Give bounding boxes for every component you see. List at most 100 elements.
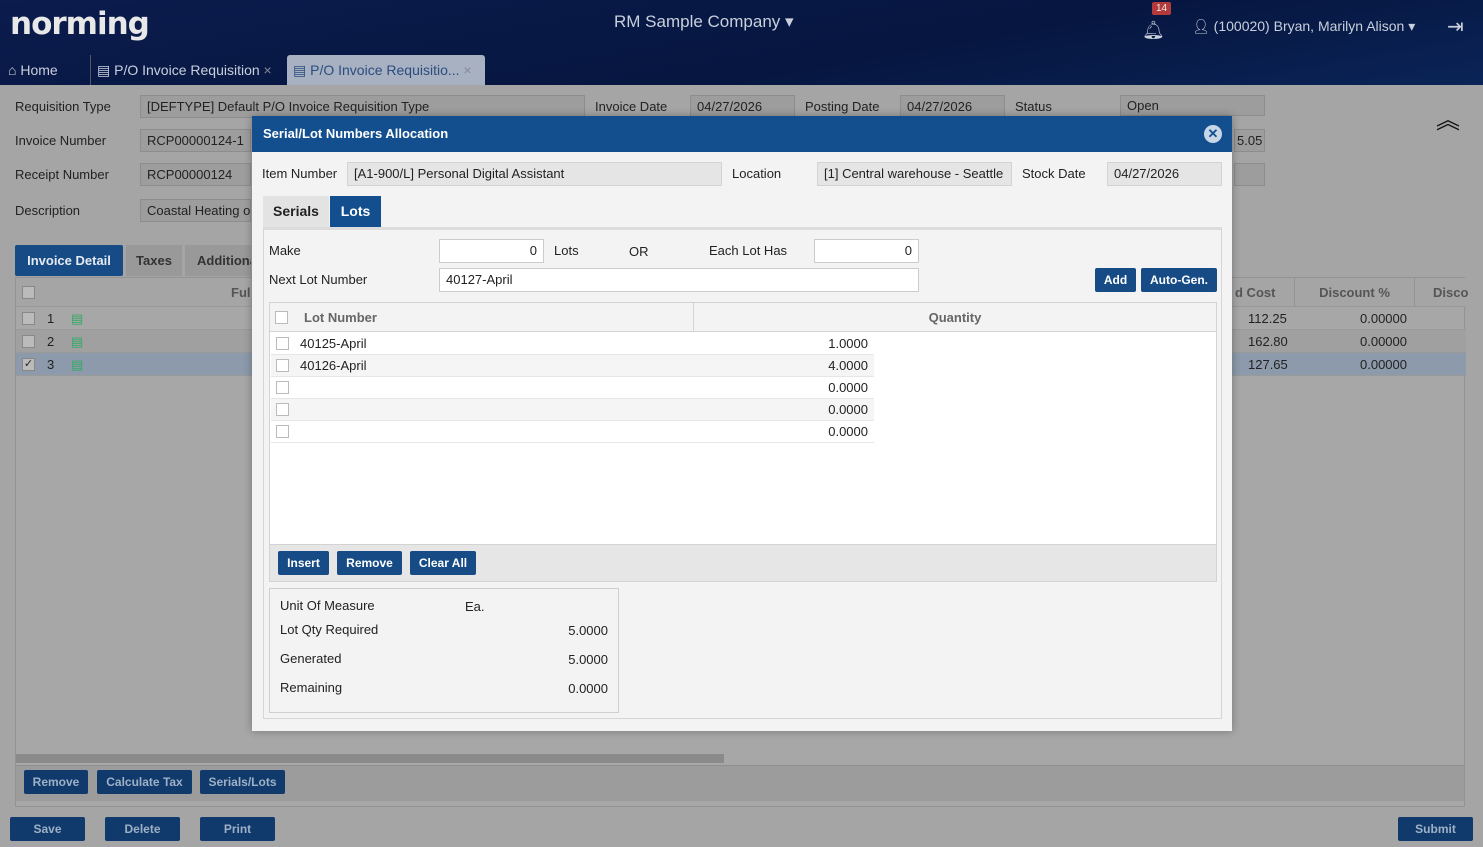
column-header: Discount % xyxy=(1294,278,1414,307)
collapse-up-icon[interactable]: ︽ xyxy=(1436,107,1460,134)
make-lots-input[interactable]: 0 xyxy=(439,239,544,263)
auto-gen-button[interactable]: Auto-Gen. xyxy=(1141,268,1217,292)
remaining-label: Remaining xyxy=(280,680,343,695)
row-checkbox[interactable] xyxy=(276,425,289,438)
select-all-checkbox[interactable] xyxy=(275,311,288,324)
column-header-lot-number: Lot Number xyxy=(304,310,377,325)
close-icon[interactable]: × xyxy=(463,62,472,78)
quantity-cell[interactable]: 0.0000 xyxy=(828,424,868,439)
amount-field-2 xyxy=(1234,163,1265,186)
item-number-label: Item Number xyxy=(262,166,338,181)
insert-button[interactable]: Insert xyxy=(278,551,329,575)
lots-label: Lots xyxy=(554,243,579,258)
status-field: Open xyxy=(1120,95,1265,116)
cost-cell: 127.65 xyxy=(1248,357,1288,372)
row-checkbox-checked[interactable]: ✓ xyxy=(22,358,35,371)
quantity-cell[interactable]: 1.0000 xyxy=(828,336,868,351)
tab-lots[interactable]: Lots xyxy=(330,196,381,227)
lot-row[interactable]: 40125-April 1.0000 xyxy=(271,333,874,355)
row-checkbox[interactable] xyxy=(22,312,35,325)
next-lot-number-input[interactable]: 40127-April xyxy=(439,268,919,292)
lot-row[interactable]: 0.0000 xyxy=(271,421,874,443)
user-name: (100020) Bryan, Marilyn Alison xyxy=(1213,18,1405,34)
select-all-checkbox[interactable] xyxy=(22,286,35,299)
receipt-number-field[interactable]: RCP00000124 xyxy=(140,163,251,186)
tab-home[interactable]: ⌂ Home xyxy=(2,55,64,85)
requisition-type-field[interactable]: [DEFTYPE] Default P/O Invoice Requisitio… xyxy=(140,95,585,118)
caret-down-icon: ▾ xyxy=(1408,18,1416,34)
or-label: OR xyxy=(629,244,649,259)
each-lot-has-input[interactable]: 0 xyxy=(814,239,919,263)
row-checkbox[interactable] xyxy=(276,381,289,394)
horizontal-scrollbar[interactable] xyxy=(16,754,724,763)
row-checkbox[interactable] xyxy=(276,403,289,416)
clear-all-button[interactable]: Clear All xyxy=(410,551,476,575)
lots-table: Lot Number Quantity 40125-April 1.0000 40… xyxy=(269,302,1217,545)
submit-button[interactable]: Submit xyxy=(1398,817,1473,841)
user-menu[interactable]: 👤︎ (100020) Bryan, Marilyn Alison ▾ xyxy=(1192,18,1415,35)
lot-row[interactable]: 0.0000 xyxy=(271,399,874,421)
home-icon: ⌂ xyxy=(8,62,17,78)
document-add-icon[interactable]: ▤ xyxy=(71,334,84,349)
tab-po-invoice-1[interactable]: ▤ P/O Invoice Requisition × xyxy=(90,55,278,85)
dialog-title-bar xyxy=(252,116,1232,152)
save-button[interactable]: Save xyxy=(10,817,85,841)
lot-number-cell[interactable]: 40126-April xyxy=(300,358,367,373)
tab-label: P/O Invoice Requisitio... xyxy=(310,62,460,78)
norming-logo: norming xyxy=(10,6,150,42)
caret-down-icon: ▾ xyxy=(785,12,794,31)
posting-date-field[interactable]: 04/27/2026 xyxy=(900,95,1005,118)
serial-lot-allocation-dialog: Serial/Lot Numbers Allocation ✕ Item Num… xyxy=(252,116,1232,731)
invoice-number-field[interactable]: RCP00000124-1 xyxy=(140,129,251,152)
stock-date-field: 04/27/2026 xyxy=(1107,162,1222,186)
invoice-date-label: Invoice Date xyxy=(595,99,668,114)
calculate-tax-button[interactable]: Calculate Tax xyxy=(97,770,192,794)
tab-invoice-detail[interactable]: Invoice Detail xyxy=(15,245,123,276)
description-label: Description xyxy=(15,203,81,218)
row-checkbox[interactable] xyxy=(276,359,289,372)
bell-icon[interactable]: 🔔︎ xyxy=(1142,20,1165,40)
lots-toolbar: Insert Remove Clear All xyxy=(269,545,1217,582)
row-checkbox[interactable] xyxy=(22,335,35,348)
column-header: Ful xyxy=(231,285,251,300)
column-header-quantity: Quantity xyxy=(693,303,1216,332)
tab-additional[interactable]: Additional xyxy=(185,245,251,276)
row-number: 2 xyxy=(47,334,55,349)
lot-row[interactable]: 0.0000 xyxy=(271,377,874,399)
remove-line-button[interactable]: Remove xyxy=(24,770,88,794)
quantity-cell[interactable]: 4.0000 xyxy=(828,358,868,373)
lot-number-cell[interactable]: 40125-April xyxy=(300,336,367,351)
document-add-icon[interactable]: ▤ xyxy=(71,357,84,372)
generated-value: 5.0000 xyxy=(568,652,608,667)
add-button[interactable]: Add xyxy=(1095,268,1136,292)
print-button[interactable]: Print xyxy=(200,817,275,841)
tab-taxes[interactable]: Taxes xyxy=(126,245,182,276)
serials-lots-button[interactable]: Serials/Lots xyxy=(200,770,285,794)
invoice-date-field[interactable]: 04/27/2026 xyxy=(690,95,795,118)
document-icon: ▤ xyxy=(97,62,111,78)
remove-button[interactable]: Remove xyxy=(337,551,402,575)
cost-cell: 112.25 xyxy=(1248,311,1287,326)
description-field[interactable]: Coastal Heating of xyxy=(140,199,251,222)
invoice-number-label: Invoice Number xyxy=(15,133,107,148)
close-icon[interactable]: ✕ xyxy=(1204,125,1222,143)
tab-po-invoice-2[interactable]: ▤ P/O Invoice Requisitio... × xyxy=(287,55,485,85)
logout-icon[interactable]: ⇥ xyxy=(1447,16,1464,38)
lot-row[interactable]: 40126-April 4.0000 xyxy=(271,355,874,377)
company-selector[interactable]: RM Sample Company ▾ xyxy=(614,12,794,32)
company-name: RM Sample Company xyxy=(614,12,781,31)
lot-summary: Unit Of Measure Ea. Lot Qty Required 5.0… xyxy=(269,588,619,713)
status-label: Status xyxy=(1015,99,1052,114)
tab-label: P/O Invoice Requisition xyxy=(114,62,260,78)
document-icon: ▤ xyxy=(293,62,307,78)
tab-serials[interactable]: Serials xyxy=(263,196,329,227)
cost-cell: 162.80 xyxy=(1248,334,1288,349)
document-add-icon[interactable]: ▤ xyxy=(71,311,84,326)
each-lot-has-label: Each Lot Has xyxy=(709,243,788,258)
quantity-cell[interactable]: 0.0000 xyxy=(828,380,868,395)
row-checkbox[interactable] xyxy=(276,337,289,350)
quantity-cell[interactable]: 0.0000 xyxy=(828,402,868,417)
discount-cell: 0.00000 xyxy=(1360,311,1407,326)
delete-button[interactable]: Delete xyxy=(105,817,180,841)
close-icon[interactable]: × xyxy=(263,62,272,78)
